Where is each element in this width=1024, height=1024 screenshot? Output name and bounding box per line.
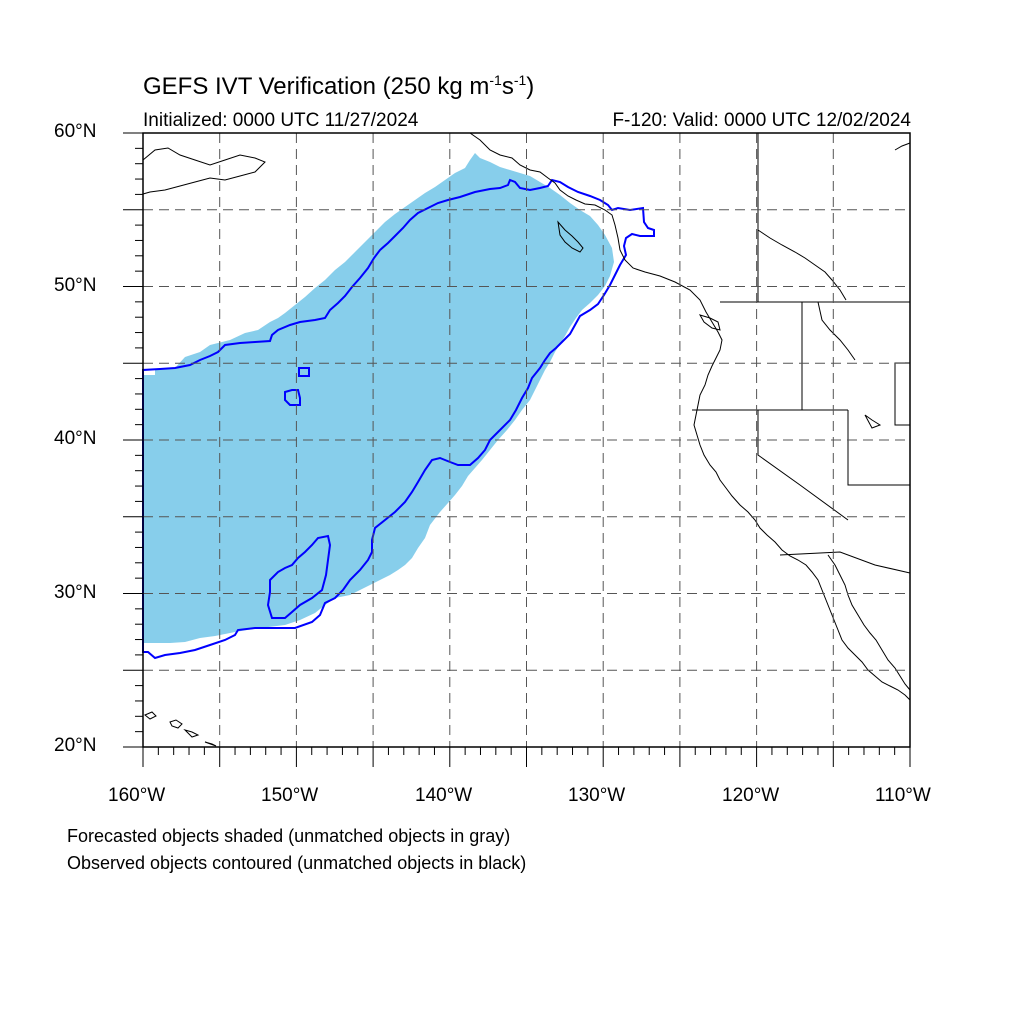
observed-note: Observed objects contoured (unmatched ob… — [67, 853, 527, 873]
observed-ivt-contour — [142, 178, 655, 660]
lat-label-30n: 30°N — [54, 582, 97, 603]
observed-contour-small-1 — [266, 534, 332, 619]
lon-label-150w: 150°W — [261, 785, 319, 806]
political-boundaries — [692, 133, 911, 574]
forecast-note: Forecasted objects shaded (unmatched obj… — [67, 826, 511, 846]
lon-label-130w: 130°W — [568, 785, 626, 806]
lat-label-40n: 40°N — [54, 428, 97, 449]
valid-time: F-120: Valid: 0000 UTC 12/02/2024 — [612, 110, 911, 131]
lon-label-120w: 120°W — [722, 785, 780, 806]
axis-ticks — [123, 132, 911, 767]
lon-label-160w: 160°W — [108, 785, 166, 806]
graticule — [143, 133, 910, 747]
forecast-ivt-object — [143, 153, 614, 643]
observed-contour-small-2 — [284, 389, 301, 406]
lon-label-140w: 140°W — [415, 785, 473, 806]
lat-label-50n: 50°N — [54, 275, 97, 296]
initialized-time: Initialized: 0000 UTC 11/27/2024 — [143, 110, 419, 131]
lat-label-20n: 20°N — [54, 735, 97, 756]
lat-label-60n: 60°N — [54, 121, 97, 142]
chart-title: GEFS IVT Verification (250 kg m-1s-1) — [143, 72, 535, 100]
lon-label-110w: 110°W — [875, 785, 931, 806]
observed-contour-small-3 — [298, 367, 310, 377]
